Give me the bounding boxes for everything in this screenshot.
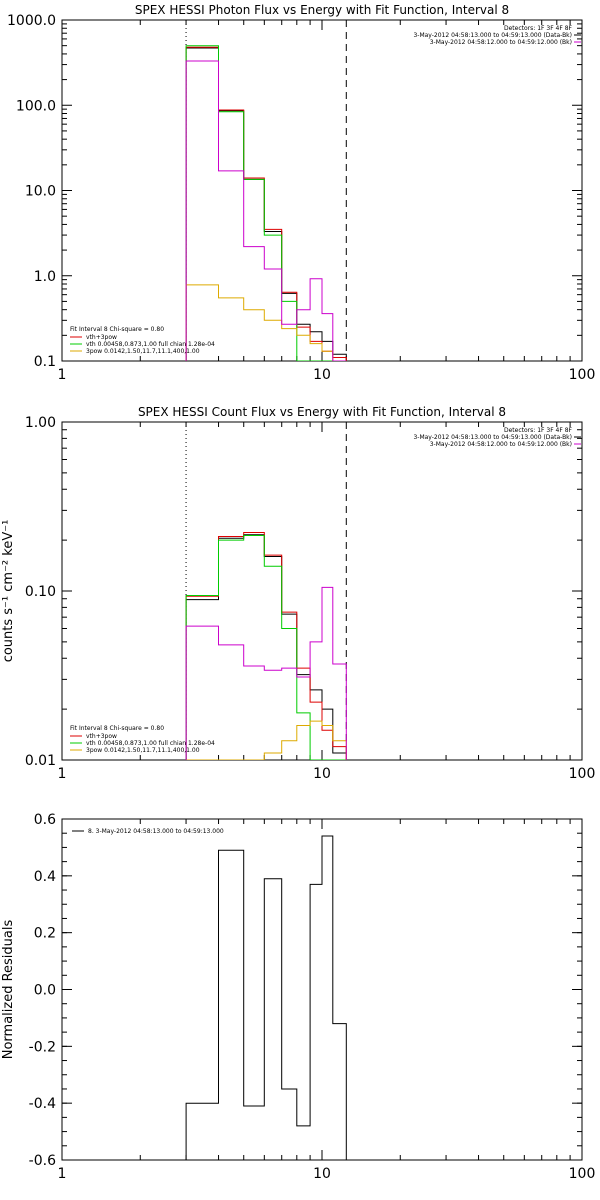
legend-entry-residual: 8. 3-May-2012 04:58:13.000 to 04:59:13.0… [88, 828, 224, 835]
legend-entry-3: 3pow 0.0142,1.50,11.7,11.1,400,1.00 [86, 747, 200, 754]
x-tick-label: 1 [58, 766, 67, 782]
y-tick-label: -0.6 [29, 1153, 56, 1169]
chart-title: SPEX HESSI Count Flux vs Energy with Fit… [138, 405, 506, 419]
legend-entry-3: 3pow 0.0142,1.50,11.7,11.1,400,1.00 [86, 348, 200, 355]
chart-panel-2: SPEX HESSI Count Flux vs Energy with Fit… [1, 405, 595, 782]
series-line-1 [185, 835, 347, 1160]
series-line-1 [185, 47, 347, 361]
series-line-4 [186, 720, 347, 760]
x-tick-label: 100 [569, 367, 596, 383]
info-line-2: 3-May-2012 04:58:13.000 to 04:59:13.000 … [413, 434, 572, 441]
x-tick-label: 100 [569, 1166, 596, 1182]
info-line-3: 3-May-2012 04:58:12.000 to 04:59:12.000 … [430, 39, 572, 46]
x-tick-label: 10 [313, 367, 331, 383]
y-axis-label: Normalized Residuals [1, 920, 16, 1060]
legend-title: Fit Interval 8 Chi-square = 0.80 [70, 725, 164, 732]
y-tick-label: 0.1 [34, 354, 56, 370]
y-tick-label: 100.0 [16, 98, 56, 114]
info-line-3: 3-May-2012 04:58:12.000 to 04:59:12.000 … [430, 441, 572, 448]
info-line-1: Detectors: 1F 3F 4F 8F [504, 427, 573, 434]
y-tick-label: 1000.0 [7, 13, 56, 29]
y-axis-label: counts s⁻¹ cm⁻² keV⁻¹ [1, 520, 16, 663]
x-tick-label: 10 [313, 1166, 331, 1182]
legend-entry-2: vth 0.00458,0.873,1.00 full chian 1.28e-… [86, 341, 215, 348]
y-tick-label: -0.4 [29, 1096, 56, 1112]
chart-title: SPEX HESSI Photon Flux vs Energy with Fi… [135, 3, 509, 17]
y-tick-label: 0.4 [34, 869, 56, 885]
series-line-5 [185, 60, 347, 361]
x-tick-label: 1 [58, 367, 67, 383]
y-tick-label: 10.0 [25, 184, 56, 200]
legend-entry-1: vth+3pow [86, 733, 117, 740]
y-tick-label: 0.6 [34, 812, 56, 828]
y-tick-label: 0.0 [34, 983, 56, 999]
chart-panel-3: 1 10 100 -0.6 -0.4 -0.2 0.0 0.2 0.4 0.6 Normalized… [1, 812, 595, 1182]
info-line-1: Detectors: 1F 3F 4F 8F [504, 25, 573, 32]
y-tick-label: 0.2 [34, 926, 56, 942]
series-line-2 [185, 532, 347, 760]
series-line-4 [185, 284, 347, 361]
series-line-1 [185, 534, 347, 760]
legend-entry-2: vth 0.00458,0.873,1.00 full chian 1.28e-… [86, 740, 215, 747]
info-line-2: 3-May-2012 04:58:13.000 to 04:59:13.000 … [413, 32, 572, 39]
chart-panel-1: SPEX HESSI Photon Flux vs Energy with Fi… [7, 3, 595, 383]
x-tick-label: 100 [569, 766, 596, 782]
y-tick-label: 1.0 [34, 269, 56, 285]
y-tick-label: -0.2 [29, 1039, 56, 1055]
y-tick-label: 0.01 [25, 753, 56, 769]
legend-entry-1: vth+3pow [86, 334, 117, 341]
x-tick-label: 10 [313, 766, 331, 782]
legend-title: Fit Interval 8 Chi-square = 0.80 [70, 326, 164, 333]
y-tick-label: 0.10 [25, 584, 56, 600]
y-tick-label: 1.00 [25, 415, 56, 431]
series-line-5 [185, 586, 347, 760]
series-line-3 [185, 535, 347, 760]
x-tick-label: 1 [58, 1166, 67, 1182]
